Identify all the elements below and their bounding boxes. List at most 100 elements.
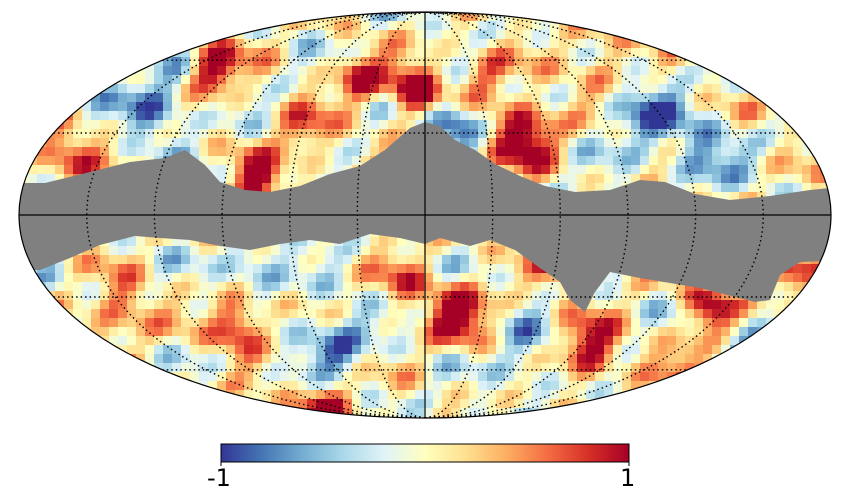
sky-pixel xyxy=(334,138,344,148)
sky-pixel xyxy=(577,363,587,373)
sky-pixel xyxy=(289,84,299,94)
sky-pixel xyxy=(109,237,119,247)
sky-pixel xyxy=(532,129,542,139)
sky-pixel xyxy=(487,120,497,130)
sky-pixel xyxy=(460,336,470,346)
sky-pixel xyxy=(325,21,335,31)
sky-pixel xyxy=(280,156,290,166)
sky-pixel xyxy=(199,282,209,292)
sky-pixel xyxy=(298,390,308,400)
sky-pixel xyxy=(343,300,353,310)
sky-pixel xyxy=(379,336,389,346)
sky-pixel xyxy=(595,318,605,328)
sky-pixel xyxy=(406,21,416,31)
sky-pixel xyxy=(550,75,560,85)
sky-pixel xyxy=(406,237,416,247)
sky-pixel xyxy=(388,354,398,364)
sky-pixel xyxy=(172,111,182,121)
sky-pixel xyxy=(577,174,587,184)
sky-pixel xyxy=(325,399,335,409)
sky-pixel xyxy=(406,48,416,58)
sky-pixel xyxy=(451,399,461,409)
sky-pixel xyxy=(145,282,155,292)
sky-pixel xyxy=(388,30,398,40)
sky-pixel xyxy=(127,318,137,328)
sky-pixel xyxy=(91,147,101,157)
sky-pixel xyxy=(145,246,155,256)
sky-pixel xyxy=(496,255,506,265)
sky-pixel xyxy=(640,111,650,121)
sky-pixel xyxy=(298,363,308,373)
sky-pixel xyxy=(100,111,110,121)
sky-pixel xyxy=(532,282,542,292)
sky-pixel xyxy=(532,264,542,274)
sky-pixel xyxy=(334,57,344,67)
sky-pixel xyxy=(568,39,578,49)
sky-pixel xyxy=(316,345,326,355)
sky-pixel xyxy=(352,246,362,256)
sky-pixel xyxy=(424,327,434,337)
sky-pixel xyxy=(514,282,524,292)
sky-pixel xyxy=(415,39,425,49)
sky-pixel xyxy=(550,336,560,346)
sky-pixel xyxy=(532,93,542,103)
sky-pixel xyxy=(433,93,443,103)
sky-pixel xyxy=(829,165,831,175)
sky-pixel xyxy=(226,129,236,139)
sky-pixel xyxy=(271,66,281,76)
sky-pixel xyxy=(424,354,434,364)
sky-pixel xyxy=(469,417,479,418)
sky-pixel xyxy=(199,309,209,319)
sky-pixel xyxy=(460,363,470,373)
sky-pixel xyxy=(505,111,515,121)
sky-pixel xyxy=(649,48,659,58)
sky-pixel xyxy=(253,273,263,283)
sky-pixel xyxy=(829,237,831,247)
sky-pixel xyxy=(334,408,344,418)
sky-pixel xyxy=(289,264,299,274)
sky-pixel xyxy=(370,309,380,319)
sky-pixel xyxy=(685,120,695,130)
sky-pixel xyxy=(694,84,704,94)
sky-pixel xyxy=(145,138,155,148)
sky-pixel xyxy=(685,336,695,346)
sky-pixel xyxy=(100,291,110,301)
sky-pixel xyxy=(469,66,479,76)
sky-pixel xyxy=(271,30,281,40)
sky-pixel xyxy=(397,93,407,103)
sky-pixel xyxy=(631,327,641,337)
sky-pixel xyxy=(721,309,731,319)
sky-pixel xyxy=(469,255,479,265)
sky-pixel xyxy=(181,336,191,346)
sky-pixel xyxy=(532,363,542,373)
sky-pixel xyxy=(289,120,299,130)
sky-pixel xyxy=(343,327,353,337)
sky-pixel xyxy=(667,84,677,94)
sky-pixel xyxy=(388,237,398,247)
sky-pixel xyxy=(316,372,326,382)
sky-pixel xyxy=(190,57,200,67)
sky-pixel xyxy=(262,102,272,112)
sky-pixel xyxy=(424,282,434,292)
sky-pixel xyxy=(361,255,371,265)
sky-pixel xyxy=(343,147,353,157)
sky-pixel xyxy=(712,291,722,301)
sky-pixel xyxy=(604,174,614,184)
sky-pixel xyxy=(271,183,281,193)
sky-pixel xyxy=(739,345,749,355)
sky-pixel xyxy=(595,345,605,355)
meridian-line xyxy=(424,12,562,418)
sky-pixel xyxy=(235,255,245,265)
sky-pixel xyxy=(370,84,380,94)
sky-pixel xyxy=(352,84,362,94)
sky-pixel xyxy=(388,66,398,76)
sky-pixel xyxy=(676,102,686,112)
sky-pixel xyxy=(289,156,299,166)
sky-pixel xyxy=(109,255,119,265)
sky-pixel xyxy=(118,327,128,337)
sky-pixel xyxy=(694,327,704,337)
sky-pixel xyxy=(523,165,533,175)
sky-pixel xyxy=(406,381,416,391)
sky-pixel xyxy=(289,30,299,40)
sky-pixel xyxy=(82,291,92,301)
